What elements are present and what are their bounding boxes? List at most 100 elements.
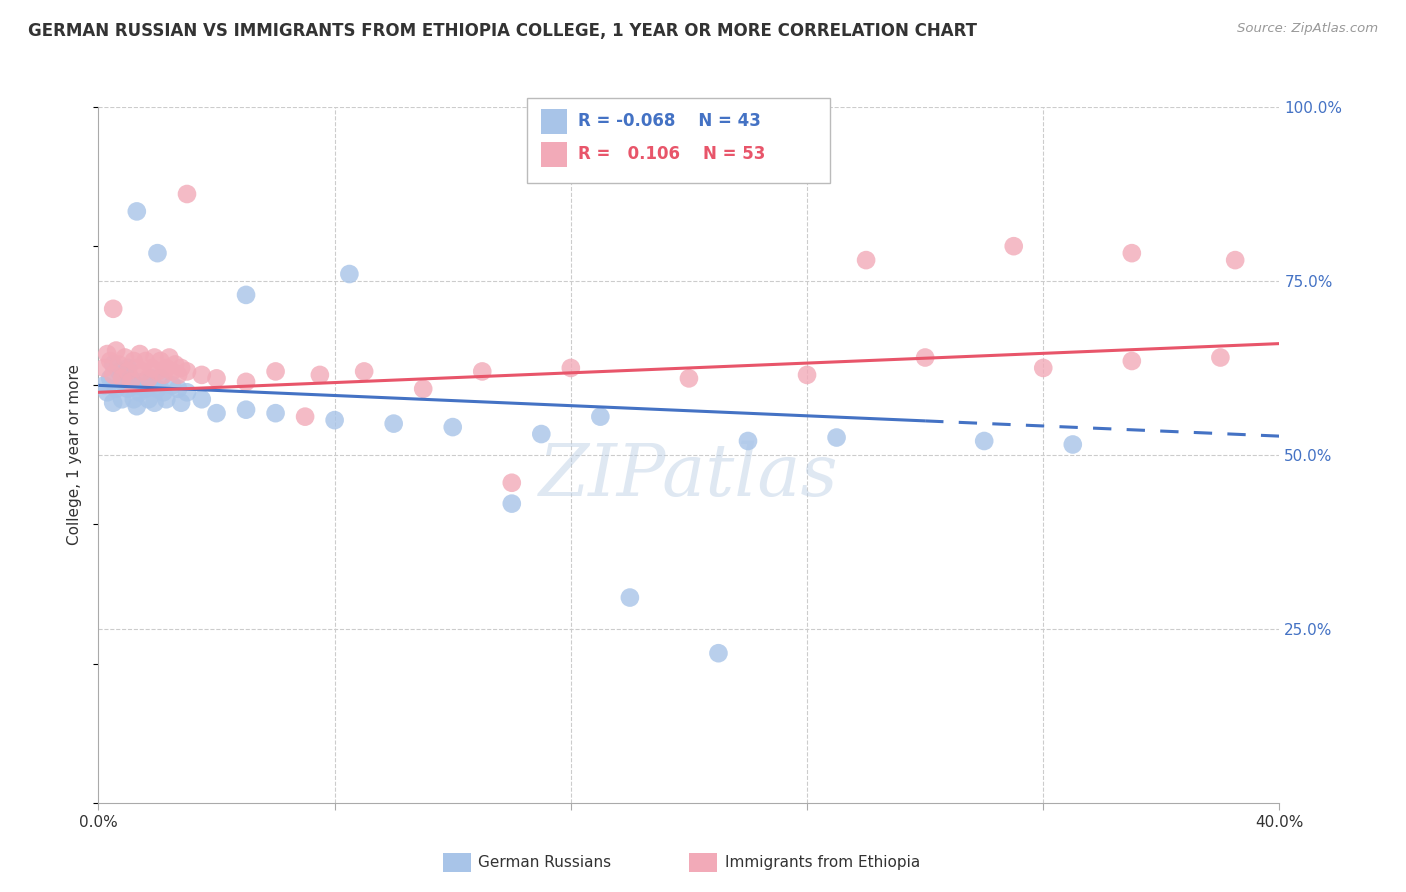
Point <box>176 364 198 378</box>
Text: Source: ZipAtlas.com: Source: ZipAtlas.com <box>1237 22 1378 36</box>
Point <box>501 497 523 511</box>
Point <box>146 364 169 378</box>
Point <box>264 364 287 378</box>
Point <box>120 371 142 385</box>
Point <box>141 371 163 385</box>
Point <box>353 364 375 378</box>
Point <box>103 368 125 382</box>
Point <box>111 392 134 407</box>
Point <box>125 378 148 392</box>
Point <box>501 475 523 490</box>
Point <box>135 354 157 368</box>
Point <box>143 396 166 410</box>
Point <box>152 385 174 400</box>
Point <box>1062 437 1084 451</box>
Point <box>157 351 180 365</box>
Point <box>108 364 131 378</box>
Y-axis label: College, 1 year or more: College, 1 year or more <box>67 365 83 545</box>
Point <box>264 406 287 420</box>
Point <box>93 360 115 375</box>
Point <box>339 267 360 281</box>
Point <box>111 375 134 389</box>
Point <box>125 360 148 375</box>
Point <box>122 354 145 368</box>
Point <box>125 204 148 219</box>
Point <box>141 360 163 375</box>
Point <box>1032 360 1054 375</box>
Point <box>1209 351 1232 365</box>
Point <box>132 375 155 389</box>
Point <box>93 378 115 392</box>
Point <box>152 368 174 382</box>
Text: German Russians: German Russians <box>478 855 612 870</box>
Text: Immigrants from Ethiopia: Immigrants from Ethiopia <box>725 855 921 870</box>
Point <box>167 382 190 396</box>
Point <box>176 385 198 400</box>
Point <box>114 368 136 382</box>
Point <box>146 246 169 260</box>
Point <box>167 368 190 382</box>
Point <box>162 364 183 378</box>
Point <box>235 288 257 302</box>
Point <box>114 351 136 365</box>
Point <box>323 413 346 427</box>
Text: ZIPatlas: ZIPatlas <box>538 441 839 511</box>
Point <box>117 360 139 375</box>
Point <box>170 360 193 375</box>
Point <box>678 371 700 385</box>
Point <box>170 396 193 410</box>
Point <box>155 360 177 375</box>
Point <box>589 409 612 424</box>
Point <box>560 360 582 375</box>
Point <box>103 396 125 410</box>
Point <box>412 382 434 396</box>
Point <box>117 382 139 396</box>
Text: R =   0.106    N = 53: R = 0.106 N = 53 <box>578 145 765 163</box>
Point <box>117 364 139 378</box>
Point <box>125 399 148 413</box>
Point <box>146 382 169 396</box>
Point <box>205 406 228 420</box>
Point <box>105 382 128 396</box>
Point <box>530 427 553 442</box>
Point <box>205 371 228 385</box>
Point <box>235 402 257 417</box>
Point <box>825 431 848 445</box>
Point <box>135 382 157 396</box>
Point <box>619 591 641 605</box>
Point <box>914 351 936 365</box>
Point <box>155 392 177 407</box>
Point <box>132 364 155 378</box>
Point <box>111 371 134 385</box>
Point <box>138 392 160 407</box>
Point <box>471 364 494 378</box>
Point <box>1121 246 1143 260</box>
Point <box>103 358 125 372</box>
Text: R = -0.068    N = 43: R = -0.068 N = 43 <box>578 112 761 130</box>
Point <box>1223 253 1246 268</box>
Point <box>122 392 145 407</box>
Point <box>1121 354 1143 368</box>
Point <box>235 375 257 389</box>
Point <box>108 358 131 372</box>
Point <box>309 368 332 382</box>
Point <box>855 253 877 268</box>
Point <box>149 354 172 368</box>
Point <box>191 368 214 382</box>
Point <box>149 371 172 385</box>
Point <box>98 371 121 385</box>
Point <box>138 371 160 385</box>
Point <box>120 375 142 389</box>
Point <box>973 434 995 448</box>
Point <box>382 417 405 431</box>
Point <box>96 347 118 361</box>
Point <box>98 354 121 368</box>
Point <box>796 368 818 382</box>
Point <box>191 392 214 407</box>
Text: GERMAN RUSSIAN VS IMMIGRANTS FROM ETHIOPIA COLLEGE, 1 YEAR OR MORE CORRELATION C: GERMAN RUSSIAN VS IMMIGRANTS FROM ETHIOP… <box>28 22 977 40</box>
Point <box>176 187 198 202</box>
Point <box>707 646 730 660</box>
Point <box>128 385 150 400</box>
Point <box>103 301 125 316</box>
Point <box>105 343 128 358</box>
